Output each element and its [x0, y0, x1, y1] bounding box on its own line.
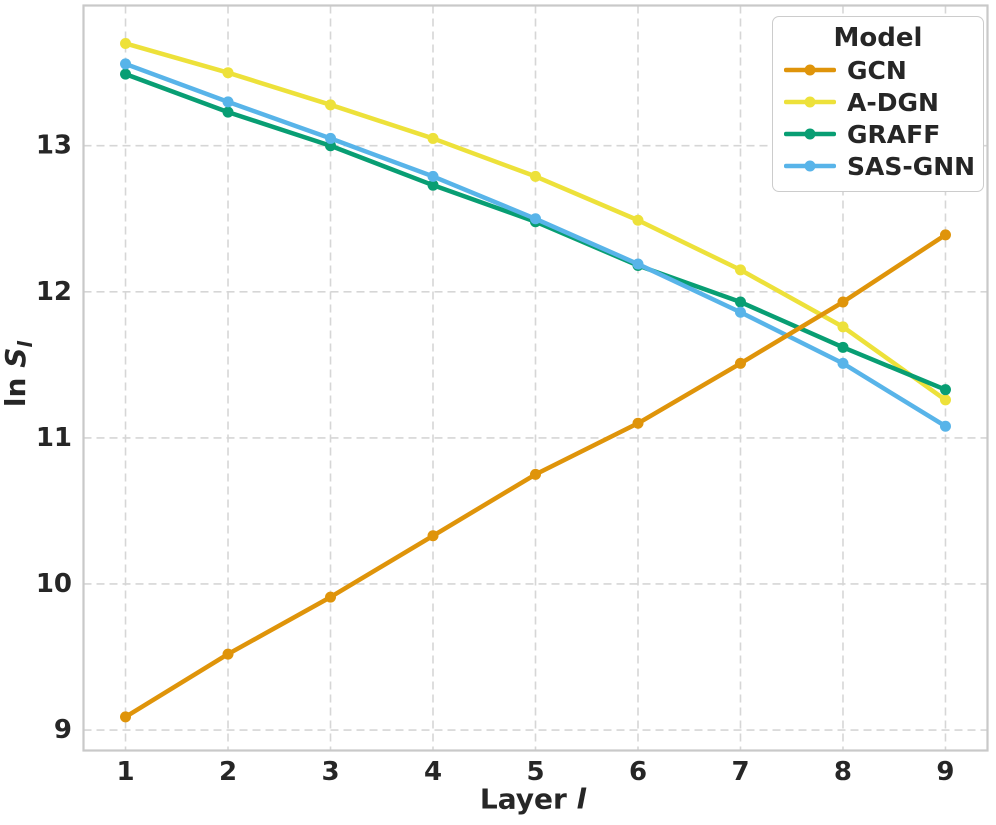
y-tick-label: 13 — [36, 131, 72, 161]
data-point-gcn — [120, 711, 132, 723]
legend-label-gcn: GCN — [847, 55, 907, 85]
legend-line-sample-sas-gnn — [784, 160, 836, 172]
data-point-sas-gnn — [837, 357, 849, 369]
legend-item-graff: GRAFF — [773, 118, 983, 150]
y-axis-label-subscript: l — [13, 340, 37, 348]
x-tick-label: 8 — [834, 757, 852, 787]
data-point-sas-gnn — [325, 132, 337, 144]
x-tick-label: 7 — [731, 757, 749, 787]
data-point-sas-gnn — [222, 96, 234, 108]
data-point-gcn — [939, 229, 951, 241]
data-point-sas-gnn — [120, 58, 132, 70]
data-point-a-dgn — [325, 99, 337, 111]
x-tick-label: 6 — [629, 757, 647, 787]
legend-entries: GCN A-DGN GRAFF SAS-GNN — [773, 54, 983, 182]
x-axis-label-variable: l — [576, 782, 587, 816]
legend-sample-marker — [804, 96, 816, 108]
data-point-gcn — [734, 357, 746, 369]
data-point-gcn — [632, 417, 644, 429]
data-point-a-dgn — [939, 394, 951, 406]
legend-item-a-dgn: A-DGN — [773, 86, 983, 118]
y-axis-label-variable: S — [0, 347, 33, 368]
data-point-a-dgn — [632, 214, 644, 226]
y-tick-label: 11 — [36, 423, 72, 453]
plot-border — [82, 4, 989, 752]
x-tick-label: 5 — [526, 757, 544, 787]
y-axis-label: ln Sl — [0, 341, 37, 407]
legend: Model GCN A-DGN GRAFF SAS-GNN — [772, 16, 984, 192]
data-point-sas-gnn — [939, 420, 951, 432]
legend-sample-marker — [804, 64, 816, 76]
data-point-gcn — [837, 296, 849, 308]
data-point-graff — [120, 68, 132, 80]
data-point-a-dgn — [120, 37, 132, 49]
y-tick-label: 9 — [54, 715, 72, 745]
data-point-graff — [939, 384, 951, 396]
legend-item-gcn: GCN — [773, 54, 983, 86]
data-point-sas-gnn — [734, 306, 746, 318]
data-point-sas-gnn — [632, 258, 644, 270]
legend-title: Model — [833, 23, 923, 53]
x-tick-label: 9 — [936, 757, 954, 787]
data-point-a-dgn — [530, 170, 541, 182]
data-point-graff — [222, 106, 234, 118]
legend-item-sas-gnn: SAS-GNN — [773, 150, 983, 182]
legend-sample-marker — [804, 128, 816, 140]
legend-label-graff: GRAFF — [847, 119, 941, 149]
legend-line-sample-gcn — [784, 64, 836, 76]
data-point-gcn — [222, 648, 234, 660]
data-point-gcn — [530, 468, 541, 480]
data-point-gcn — [427, 530, 439, 542]
legend-label-sas-gnn: SAS-GNN — [847, 151, 976, 181]
data-point-a-dgn — [734, 264, 746, 276]
data-point-sas-gnn — [530, 213, 541, 225]
y-tick-label: 12 — [36, 277, 72, 307]
x-tick-label: 3 — [321, 757, 339, 787]
y-axis-label-text: ln — [0, 367, 33, 408]
x-axis-label: Layer l — [480, 783, 586, 816]
y-tick-label: 10 — [36, 569, 72, 599]
data-point-a-dgn — [427, 132, 439, 144]
x-tick-label: 1 — [116, 757, 134, 787]
data-point-graff — [837, 341, 849, 353]
data-point-a-dgn — [837, 321, 849, 333]
x-tick-label: 4 — [424, 757, 442, 787]
data-point-a-dgn — [222, 67, 234, 79]
x-tick-label: 2 — [219, 757, 237, 787]
legend-label-a-dgn: A-DGN — [847, 87, 939, 117]
data-point-graff — [427, 179, 439, 191]
x-axis-label-text: Layer — [479, 782, 577, 816]
legend-line-sample-graff — [784, 128, 836, 140]
data-point-graff — [734, 296, 746, 308]
data-point-sas-gnn — [427, 170, 439, 182]
legend-line-sample-a-dgn — [784, 96, 836, 108]
legend-sample-marker — [804, 160, 816, 172]
data-point-gcn — [325, 591, 337, 603]
